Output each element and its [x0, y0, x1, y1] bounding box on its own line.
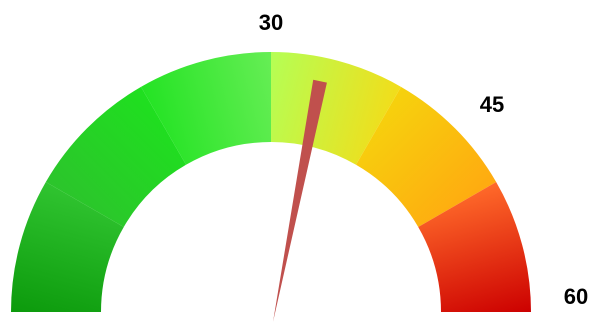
gauge-band [11, 182, 124, 312]
tick-label-60: 60 [564, 284, 588, 309]
gauge-band [271, 52, 401, 165]
gauge-bands [11, 52, 531, 312]
gauge-needle [273, 79, 327, 322]
gauge-tick-labels: 30 45 60 [259, 10, 588, 309]
gauge-needle-group [273, 79, 327, 322]
tick-label-30: 30 [259, 10, 283, 35]
gauge-band [141, 52, 271, 165]
gauge-band [418, 182, 531, 312]
gauge-band [356, 86, 497, 227]
gauge-band [45, 86, 186, 227]
tick-label-45: 45 [480, 92, 504, 117]
